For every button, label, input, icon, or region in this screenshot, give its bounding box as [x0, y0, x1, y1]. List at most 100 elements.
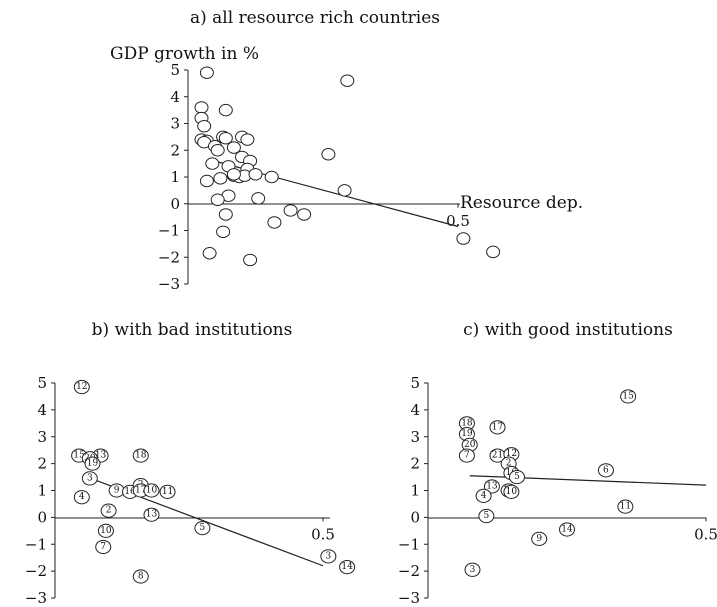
panel-b-y-ticks: 5 4 3 2 1 0 −1 −2 −3	[25, 374, 55, 607]
panel-a-data-point	[226, 168, 241, 181]
panel-a-data-point	[218, 103, 233, 117]
panel-b-data-point	[73, 490, 90, 505]
panel-c-y-tick-label: 3	[410, 428, 420, 446]
panel-b-y-tick-label: −2	[25, 562, 47, 580]
panel-c-title: c) with good institutions	[463, 320, 673, 340]
panel-b-title: b) with bad institutions	[92, 320, 293, 340]
panel-c-data-point	[489, 420, 506, 435]
panel-b-point-label: 12	[76, 382, 87, 392]
panel-b-point-label: 8	[138, 572, 144, 582]
panel-c-point-label: 6	[603, 465, 609, 475]
panel-c-y-tick-label: 4	[410, 401, 420, 419]
panel-a-xlabel: Resource dep.	[460, 193, 583, 213]
panel-b-data-point	[73, 379, 90, 395]
panel-b-point-label: 16	[124, 487, 136, 497]
panel-b-y-tick-label: 1	[37, 482, 47, 500]
panel-c-data-point	[483, 479, 500, 494]
panel-b-x-tick-label: 0.5	[311, 525, 335, 543]
panel-b-y-tick-label: 5	[37, 374, 47, 392]
panel-b-point-label: 3	[87, 473, 93, 483]
panel-c-points: 1819207172112216513104105615111493	[458, 389, 637, 577]
panel-a-data-point	[199, 66, 214, 79]
panel-b-point-label: 13	[146, 510, 158, 520]
panel-a-data-point	[216, 225, 231, 239]
panel-a-data-point	[321, 148, 336, 161]
panel-c-y-tick-label: −1	[398, 535, 420, 553]
panel-c-y-tick-label: 2	[410, 455, 420, 473]
panel-b-y-tick-label: 3	[37, 428, 47, 446]
panel-c-data-point	[464, 562, 481, 577]
panel-a-data-point	[213, 172, 228, 185]
panel-a-data-point	[194, 101, 209, 114]
panel-b-data-point	[339, 559, 356, 575]
panel-c-data-point	[475, 488, 492, 503]
panel-c-y-tick-label: −2	[398, 562, 420, 580]
panel-c-point-label: 14	[561, 524, 573, 534]
panel-c-point-label: 11	[620, 502, 631, 512]
panel-b-data-point	[84, 456, 101, 471]
panel-b-y-tick-label: −3	[25, 589, 47, 607]
panel-b-y-tick-label: 2	[37, 455, 47, 473]
panel-b-data-point	[97, 523, 114, 538]
panel-a-data-point	[240, 133, 255, 146]
panel-a-y-tick-label: 5	[170, 61, 180, 79]
panel-b-y-tick-label: 4	[37, 401, 47, 419]
panel-c-point-label: 2	[506, 459, 512, 469]
panel-a-y-tick-label: 2	[170, 141, 180, 159]
panel-a-data-point	[218, 131, 233, 145]
panel-b-point-label: 7	[100, 542, 106, 552]
panel-b-data-point	[95, 539, 112, 555]
panel-b-point-label: 3	[325, 551, 331, 561]
panel-b-point-label: 15	[73, 451, 85, 461]
panel-c-y-tick-label: 5	[410, 374, 420, 392]
panel-c-point-label: 3	[470, 565, 476, 575]
panel-a-data-point	[337, 184, 352, 197]
panel-c-point-label: 17	[492, 422, 504, 432]
panel-b-data-point	[143, 507, 160, 522]
panel-a-data-point	[297, 208, 312, 221]
panel-a-data-point	[226, 141, 241, 154]
panel-b-point-label: 4	[79, 492, 85, 502]
panel-b-y-tick-label: −1	[25, 535, 47, 553]
panel-a-y-tick-label: 4	[170, 88, 180, 106]
panel-a-data-point	[264, 170, 279, 184]
panel-c-point-label: 20	[464, 440, 476, 450]
panel-b-data-point	[143, 483, 160, 498]
panel-c-point-label: 21	[492, 451, 503, 461]
panel-c-point-label: 13	[486, 481, 498, 491]
panel-b-point-label: 10	[146, 486, 158, 496]
panel-a-y-tick-label: 3	[170, 115, 180, 133]
panel-c-point-label: 5	[484, 511, 490, 521]
panel-c-x-ticks: 0.5	[694, 517, 717, 543]
panel-a-points	[194, 66, 501, 267]
panel-a-data-point	[202, 247, 217, 260]
panel-a-y-tick-label: 0	[170, 195, 180, 213]
panel-a: a) all resource rich countries GDP growt…	[110, 8, 583, 293]
panel-c-y-tick-label: −3	[398, 589, 420, 607]
panel-b-point-label: 2	[106, 506, 112, 516]
panel-a-y-tick-label: −2	[158, 248, 180, 266]
panel-b-y-tick-label: 0	[37, 508, 47, 526]
panel-b-data-point	[100, 503, 117, 518]
panel-c-data-point	[617, 499, 634, 514]
panel-b-points: 12151320191834916217101121310785314	[71, 379, 356, 584]
panel-a-y-tick-label: −1	[158, 222, 180, 240]
panel-b-point-label: 9	[114, 486, 120, 496]
panel-b-data-point	[194, 521, 211, 536]
panel-a-y-tick-label: −3	[158, 275, 180, 293]
panel-c-y-tick-label: 0	[410, 508, 420, 526]
panel-c-point-label: 5	[514, 472, 520, 482]
panel-a-data-point	[456, 232, 471, 245]
panel-b-data-point	[132, 448, 149, 463]
panel-b-point-label: 17	[135, 486, 147, 496]
panel-b-x-ticks: 0.5	[311, 517, 335, 543]
panel-c-data-point	[620, 389, 637, 404]
panel-a-data-point	[218, 208, 233, 221]
panel-c-point-label: 15	[622, 391, 634, 401]
panel-b-point-label: 13	[95, 451, 107, 461]
panel-a-data-point	[210, 144, 225, 157]
panel-c-point-label: 9	[536, 534, 542, 544]
panel-c-y-ticks: 5 4 3 2 1 0 −1 −2 −3	[398, 374, 428, 607]
panel-c-point-label: 4	[481, 491, 487, 501]
panel-b-point-label: 10	[100, 526, 112, 536]
